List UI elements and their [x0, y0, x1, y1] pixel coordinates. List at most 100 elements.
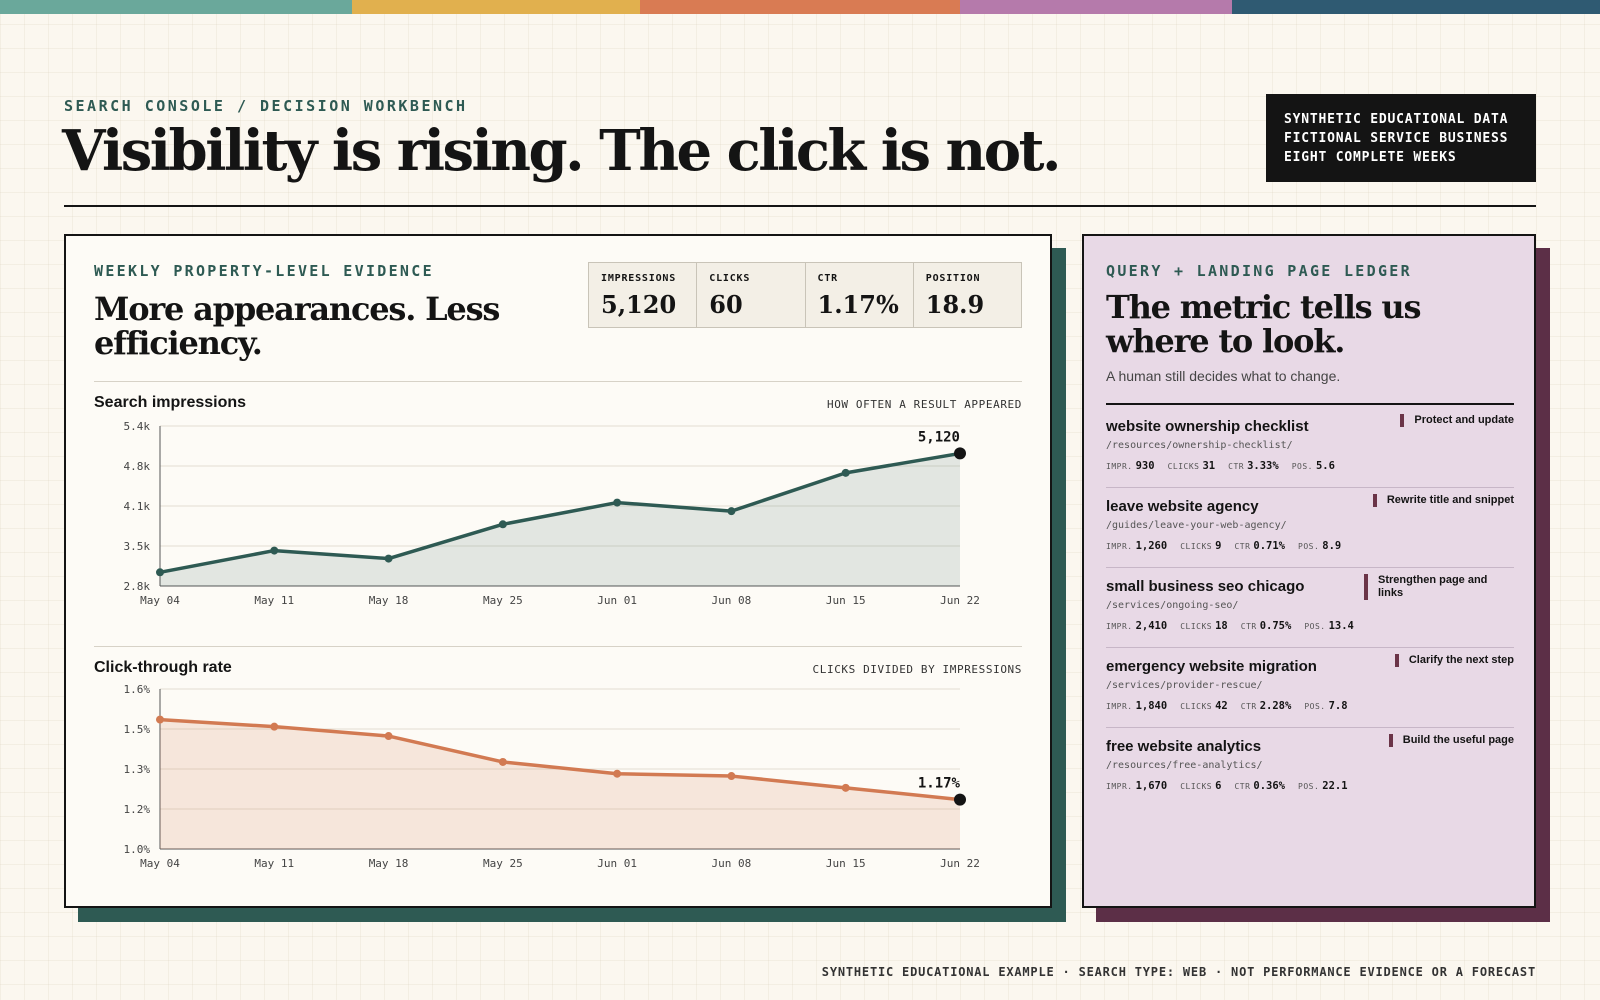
ctr-label: CTR — [1240, 702, 1257, 711]
ledger-path[interactable]: /services/ongoing-seo/ — [1106, 600, 1239, 611]
x-tick-label: Jun 01 — [597, 857, 637, 870]
ledger-action-tag: Clarify the next step — [1394, 654, 1514, 667]
badge-line-3: EIGHT COMPLETE WEEKS — [1284, 150, 1457, 165]
ctr-label: CTR — [1240, 622, 1257, 631]
kpi-position-label: POSITION — [925, 273, 981, 284]
data-point — [270, 546, 279, 555]
stripe-segment-5 — [1232, 0, 1600, 14]
y-tick-label: 1.3% — [124, 763, 151, 776]
kpi-ctr-value: 1.17% — [817, 290, 899, 319]
x-tick-label: May 04 — [140, 594, 180, 607]
impr-label: IMPR. — [1106, 702, 1133, 711]
footer-disclaimer: SYNTHETIC EDUCATIONAL EXAMPLE · SEARCH T… — [821, 965, 1536, 979]
data-disclaimer-badge: SYNTHETIC EDUCATIONAL DATA FICTIONAL SER… — [1266, 94, 1536, 182]
clicks-value: 31 — [1202, 460, 1216, 472]
x-tick-label: May 11 — [254, 594, 294, 607]
ledger-query: emergency website migration — [1106, 658, 1317, 675]
ctr-value: 0.36% — [1253, 780, 1285, 792]
impressions-chart-note: HOW OFTEN A RESULT APPEARED — [826, 398, 1022, 411]
data-point — [727, 507, 736, 516]
x-tick-label: May 18 — [369, 857, 409, 870]
x-tick-label: Jun 01 — [597, 594, 637, 607]
ledger-row[interactable]: free website analytics/resources/free-an… — [1106, 728, 1514, 808]
x-tick-label: May 25 — [483, 857, 523, 870]
ledger-path[interactable]: /resources/ownership-checklist/ — [1106, 440, 1293, 451]
kpi-position: POSITION 18.9 — [914, 263, 1021, 327]
x-tick-label: Jun 22 — [940, 857, 980, 870]
x-tick-label: May 18 — [369, 594, 409, 607]
ledger-path[interactable]: /guides/leave-your-web-agency/ — [1106, 520, 1287, 531]
y-tick-label: 5.4k — [124, 420, 151, 433]
data-point — [156, 568, 164, 577]
y-tick-label: 3.5k — [124, 540, 151, 553]
data-point — [270, 722, 279, 731]
end-point — [954, 793, 966, 806]
color-stripe — [0, 0, 1600, 14]
x-tick-label: Jun 08 — [712, 857, 752, 870]
x-tick-label: Jun 22 — [940, 594, 980, 607]
kpi-clicks-label: CLICKS — [709, 273, 751, 284]
kpi-strip: IMPRESSIONS 5,120 CLICKS 60 CTR 1.17% PO… — [588, 262, 1022, 328]
pos-label: POS. — [1298, 542, 1320, 551]
end-point — [954, 447, 966, 460]
clicks-value: 9 — [1215, 540, 1222, 552]
data-point — [841, 783, 850, 792]
ledger-eyebrow: QUERY + LANDING PAGE LEDGER — [1106, 262, 1412, 280]
data-point — [498, 520, 507, 529]
ledger-action-tag: Strengthen page and links — [1364, 574, 1514, 600]
impr-value: 1,670 — [1135, 780, 1168, 792]
ledger-query: small business seo chicago — [1106, 578, 1305, 595]
x-tick-label: May 04 — [140, 857, 180, 870]
ctr-value: 2.28% — [1259, 700, 1292, 712]
pos-value: 5.6 — [1315, 460, 1335, 472]
ledger-action-tag: Protect and update — [1400, 414, 1514, 427]
impr-value: 930 — [1135, 460, 1155, 472]
y-tick-label: 4.1k — [124, 500, 151, 513]
ledger-rule — [1106, 403, 1514, 405]
ledger-row[interactable]: emergency website migration/services/pro… — [1106, 648, 1514, 728]
ledger-row[interactable]: leave website agency/guides/leave-your-w… — [1106, 488, 1514, 568]
clicks-label: CLICKS — [1180, 542, 1213, 551]
clicks-label: CLICKS — [1180, 702, 1213, 711]
ledger-row[interactable]: small business seo chicago/services/ongo… — [1106, 568, 1514, 648]
badge-line-2: FICTIONAL SERVICE BUSINESS — [1284, 131, 1509, 146]
pos-value: 8.9 — [1322, 540, 1342, 552]
ledger-row[interactable]: website ownership checklist/resources/ow… — [1106, 408, 1514, 488]
ctr-value: 0.75% — [1259, 620, 1292, 632]
ctr-value: 3.33% — [1247, 460, 1279, 472]
stripe-segment-2 — [352, 0, 640, 14]
pos-label: POS. — [1291, 462, 1313, 471]
evidence-panel: WEEKLY PROPERTY-LEVEL EVIDENCE More appe… — [64, 234, 1052, 908]
ledger-action-tag: Build the useful page — [1388, 734, 1514, 747]
ledger-metrics: IMPR. 1,260 CLICKS 9 CTR 0.71% POS. 8.9 — [1106, 540, 1354, 552]
stripe-segment-3 — [640, 0, 960, 14]
ctr-chart-title: Click-through rate — [94, 659, 232, 676]
impr-label: IMPR. — [1106, 462, 1133, 471]
ledger-query: website ownership checklist — [1106, 418, 1309, 435]
pos-label: POS. — [1304, 622, 1326, 631]
page-title: Visibility is rising. The click is not. — [62, 118, 1061, 184]
evidence-eyebrow: WEEKLY PROPERTY-LEVEL EVIDENCE — [94, 262, 434, 280]
ledger-path[interactable]: /services/provider-rescue/ — [1106, 680, 1263, 691]
x-tick-label: Jun 15 — [826, 857, 866, 870]
ledger-query: free website analytics — [1106, 738, 1262, 755]
x-tick-label: Jun 08 — [712, 594, 752, 607]
series-line — [159, 717, 961, 802]
series-area — [160, 453, 960, 586]
y-tick-label: 1.2% — [124, 803, 151, 816]
impr-label: IMPR. — [1106, 622, 1133, 631]
pos-value: 13.4 — [1328, 620, 1354, 632]
kpi-ctr-label: CTR — [817, 273, 838, 284]
clicks-value: 6 — [1215, 780, 1222, 792]
chart-divider-2 — [94, 646, 1022, 647]
ctr-label: CTR — [1234, 542, 1251, 551]
y-tick-label: 4.8k — [124, 460, 151, 473]
ctr-chart: 1.6% 1.5% 1.3% 1.2% 1.0% 1.17% May 04 May 11 May… — [124, 683, 980, 870]
series-line — [159, 451, 961, 575]
kpi-clicks-value: 60 — [709, 290, 743, 319]
kpi-position-value: 18.9 — [925, 290, 985, 319]
ledger-path[interactable]: /resources/free-analytics/ — [1106, 760, 1263, 771]
kpi-impressions: IMPRESSIONS 5,120 — [589, 263, 698, 327]
ledger-metrics: IMPR. 2,410 CLICKS 18 CTR 0.75% POS. 13.4 — [1106, 620, 1367, 632]
end-value-label: 5,120 — [918, 429, 960, 445]
